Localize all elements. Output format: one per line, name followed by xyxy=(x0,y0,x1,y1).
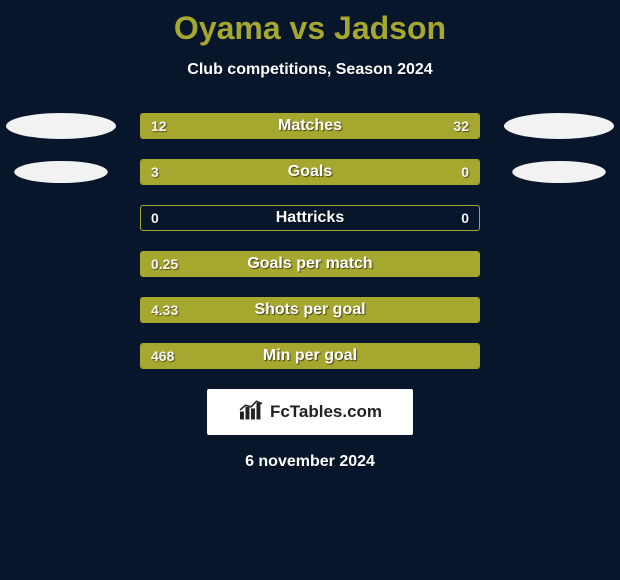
stat-value-left: 0 xyxy=(151,206,159,230)
bar-segment-left xyxy=(141,252,479,276)
player-avatar-left xyxy=(6,113,116,139)
stat-bar: Goals per match0.25 xyxy=(140,251,480,277)
stat-row: Matches1232 xyxy=(0,113,620,139)
brand-chart-icon xyxy=(238,399,264,426)
stat-row: Goals per match0.25 xyxy=(0,251,620,277)
player-avatar-right xyxy=(504,113,614,139)
bar-segment-left xyxy=(141,298,479,322)
stat-bar: Shots per goal4.33 xyxy=(140,297,480,323)
stats-container: Matches1232 Goals30 Hattricks0 0 Goals per m… xyxy=(0,113,620,369)
stat-bar: Hattricks0 0 xyxy=(140,205,480,231)
player-avatar-left xyxy=(14,161,108,183)
stat-label: Hattricks xyxy=(141,206,479,230)
footer-date: 6 november 2024 xyxy=(0,453,620,471)
bar-segment-left xyxy=(141,114,233,138)
stat-row: Shots per goal4.33 xyxy=(0,297,620,323)
stat-row: Min per goal468 xyxy=(0,343,620,369)
page-title: Oyama vs Jadson xyxy=(0,10,620,47)
brand-text: FcTables.com xyxy=(270,402,382,422)
stat-value-right: 0 xyxy=(461,206,469,230)
brand-tag[interactable]: FcTables.com xyxy=(207,389,413,435)
subtitle: Club competitions, Season 2024 xyxy=(0,61,620,79)
player-avatar-right xyxy=(512,161,606,183)
stat-row: Goals30 xyxy=(0,159,620,185)
bar-segment-left xyxy=(141,344,479,368)
stat-bar: Min per goal468 xyxy=(140,343,480,369)
bar-segment-left xyxy=(141,160,479,184)
stat-bar: Goals30 xyxy=(140,159,480,185)
stat-bar: Matches1232 xyxy=(140,113,480,139)
comparison-card: Oyama vs Jadson Club competitions, Seaso… xyxy=(0,0,620,580)
bar-segment-right xyxy=(233,114,479,138)
stat-row: Hattricks0 0 xyxy=(0,205,620,231)
